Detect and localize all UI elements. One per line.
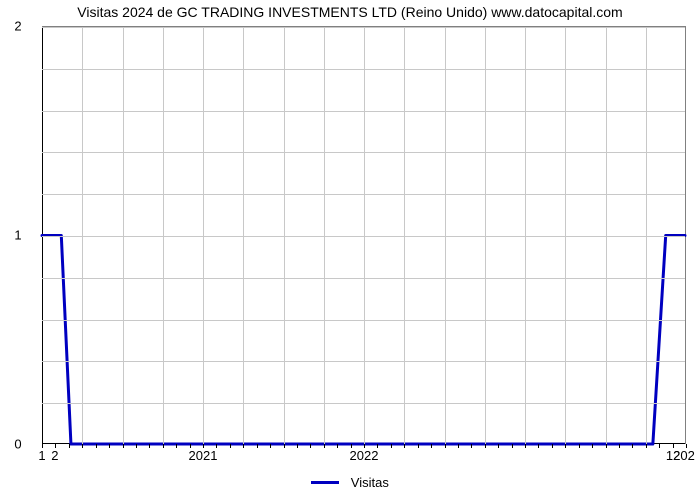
x-tick-minor [149, 444, 150, 448]
x-tick-minor [592, 444, 593, 448]
gridline-vertical [203, 27, 204, 444]
x-tick-minor [284, 444, 285, 448]
x-tick-label: 2022 [350, 448, 379, 463]
gridline-vertical [123, 27, 124, 444]
gridline-vertical [606, 27, 607, 444]
x-tick-minor [619, 444, 620, 448]
x-tick-minor [136, 444, 137, 448]
x-tick-minor [458, 444, 459, 448]
x-tick-label: 2021 [189, 448, 218, 463]
x-tick-minor [176, 444, 177, 448]
gridline-vertical [445, 27, 446, 444]
x-tick-minor [69, 444, 70, 448]
x-tick-minor [257, 444, 258, 448]
gridline-vertical [364, 27, 365, 444]
gridline-vertical [404, 27, 405, 444]
x-tick-minor [525, 444, 526, 448]
x-tick-minor [565, 444, 566, 448]
gridline-vertical [82, 27, 83, 444]
x-tick-minor [552, 444, 553, 448]
x-tick-minor [230, 444, 231, 448]
gridline-vertical [324, 27, 325, 444]
gridline-vertical [646, 27, 647, 444]
y-tick-label: 1 [0, 228, 36, 243]
x-tick-minor [109, 444, 110, 448]
x-tick-minor [163, 444, 164, 448]
gridline-vertical [565, 27, 566, 444]
x-tick-minor [632, 444, 633, 448]
x-tick-label: 2 [51, 448, 58, 463]
x-tick-minor [418, 444, 419, 448]
x-tick-minor [538, 444, 539, 448]
x-tick-minor [579, 444, 580, 448]
gridline-vertical [284, 27, 285, 444]
x-tick-minor [96, 444, 97, 448]
x-tick-minor [82, 444, 83, 448]
legend-label: Visitas [351, 475, 389, 490]
x-tick-minor [445, 444, 446, 448]
x-tick-minor [471, 444, 472, 448]
gridline-vertical [243, 27, 244, 444]
x-tick-minor [310, 444, 311, 448]
y-tick-label: 0 [0, 437, 36, 452]
chart-legend: Visitas [0, 474, 700, 490]
x-tick-minor [512, 444, 513, 448]
legend-swatch [311, 481, 339, 484]
x-tick-minor [123, 444, 124, 448]
y-tick-label: 2 [0, 19, 36, 34]
x-tick-label: 1 [38, 448, 45, 463]
gridline-vertical [485, 27, 486, 444]
x-tick-minor [391, 444, 392, 448]
x-tick-minor [337, 444, 338, 448]
x-tick-minor [646, 444, 647, 448]
plot-area [42, 26, 686, 444]
x-tick-minor [659, 444, 660, 448]
x-tick-minor [431, 444, 432, 448]
x-tick-minor [606, 444, 607, 448]
x-tick-minor [243, 444, 244, 448]
x-tick-minor [498, 444, 499, 448]
x-tick-minor [270, 444, 271, 448]
x-tick-label: 202 [673, 448, 695, 463]
x-tick-minor [485, 444, 486, 448]
chart-title: Visitas 2024 de GC TRADING INVESTMENTS L… [0, 4, 700, 20]
x-tick-minor [404, 444, 405, 448]
x-tick-minor [297, 444, 298, 448]
gridline-vertical [163, 27, 164, 444]
gridline-vertical [525, 27, 526, 444]
x-tick-minor [324, 444, 325, 448]
